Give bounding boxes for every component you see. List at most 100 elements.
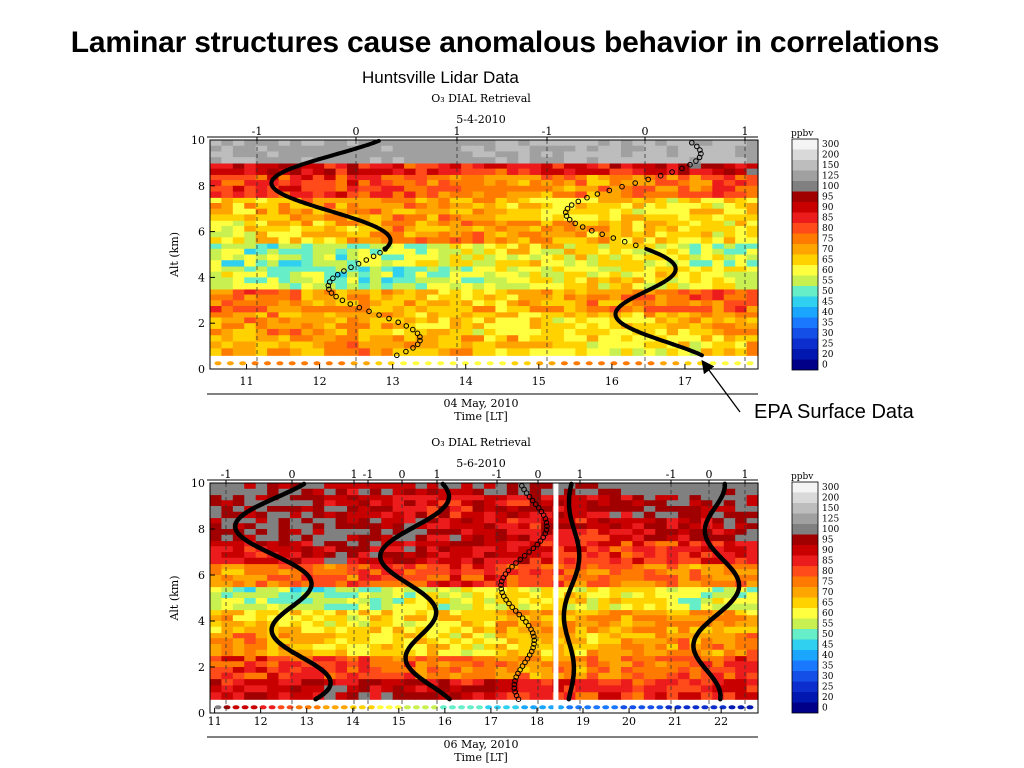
heatmap-cell <box>289 277 302 284</box>
heatmap-cell <box>689 243 702 250</box>
heatmap-cell <box>484 180 497 187</box>
heatmap-cell <box>552 540 565 547</box>
heatmap-cell <box>689 168 702 175</box>
heatmap-cell <box>369 162 382 170</box>
heatmap-cell <box>415 162 428 170</box>
heatmap-cell <box>746 575 759 582</box>
heatmap-cell <box>472 483 485 490</box>
heatmap-cell <box>495 569 508 576</box>
heatmap-cell <box>666 592 679 599</box>
heatmap-cell <box>267 685 280 693</box>
heatmap-cell <box>324 294 337 301</box>
heatmap-cell <box>563 569 576 576</box>
heatmap-cell <box>609 523 622 530</box>
heatmap-cell <box>484 271 497 279</box>
heatmap-cell <box>335 638 348 645</box>
heatmap-cell <box>369 220 382 227</box>
heatmap-cell <box>301 248 314 256</box>
heatmap-cell <box>712 506 725 513</box>
heatmap-cell <box>586 506 599 513</box>
heatmap-cell <box>655 649 668 657</box>
heatmap-cell <box>575 546 588 553</box>
plot-frame <box>209 482 759 714</box>
heatmap-cell <box>472 300 485 307</box>
heatmap-cell <box>632 248 645 256</box>
heatmap-cell <box>232 225 245 233</box>
heatmap-cell <box>255 225 268 233</box>
heatmap-cell <box>244 638 257 645</box>
heatmap-cell <box>358 157 371 164</box>
heatmap-cell <box>381 220 394 227</box>
heatmap-cell <box>495 208 508 216</box>
heatmap-cell <box>324 534 337 542</box>
heatmap-cell <box>438 586 451 593</box>
heatmap-cell <box>278 494 291 501</box>
heatmap-cells <box>210 483 759 700</box>
heatmap-cell <box>666 191 679 198</box>
heatmap-cell <box>666 552 679 559</box>
heatmap-cell <box>301 288 314 296</box>
profile-dot <box>511 681 518 688</box>
heatmap-cell <box>666 649 679 657</box>
surface-point <box>548 705 556 710</box>
heatmap-cell <box>541 615 554 622</box>
heatmap-cell <box>438 140 451 147</box>
heatmap-cell <box>541 546 554 553</box>
heatmap-cell <box>666 208 679 216</box>
heatmap-cell <box>404 626 417 634</box>
heatmap-cell <box>221 546 234 553</box>
heatmap-cell <box>267 678 280 686</box>
profile-dot <box>679 165 685 172</box>
heatmap-cell <box>335 208 348 216</box>
surface-point <box>403 705 411 710</box>
surface-point <box>214 705 222 710</box>
heatmap-cell <box>461 540 474 547</box>
heatmap-cell <box>563 162 576 170</box>
heatmap-cell <box>415 323 428 330</box>
heatmap-cell <box>324 615 337 622</box>
heatmap-cell <box>541 661 554 668</box>
heatmap-cell <box>552 271 565 279</box>
heatmap-cell <box>655 202 668 210</box>
x-tick-label: 17 <box>484 715 498 728</box>
heatmap-cell <box>621 283 634 290</box>
surface-point <box>511 361 519 366</box>
heatmap-cell <box>552 168 565 175</box>
heatmap-cell <box>621 632 634 639</box>
heatmap-cell <box>678 283 691 290</box>
heatmap-cell <box>392 552 405 559</box>
heatmap-cell <box>598 294 611 301</box>
heatmap-cell <box>723 237 736 244</box>
heatmap-cell <box>267 692 280 700</box>
heatmap-cell <box>598 517 611 524</box>
heatmap-cell <box>472 145 485 153</box>
heatmap-cell <box>392 546 405 553</box>
heatmap-cell <box>598 328 611 336</box>
heatmap-cell <box>255 323 268 330</box>
heatmap-cell <box>723 621 736 628</box>
heatmap-cell <box>210 529 223 536</box>
heatmap-cell <box>255 197 268 204</box>
heatmap-cell <box>621 197 634 204</box>
heatmap-cell <box>221 615 234 622</box>
heatmap-cell <box>267 151 280 158</box>
heatmap-cell <box>324 214 337 221</box>
heatmap-cell <box>632 552 645 559</box>
heatmap-cell <box>335 300 348 307</box>
heatmap-cell <box>438 311 451 319</box>
heatmap-cell <box>244 168 257 175</box>
heatmap-cell <box>575 667 588 674</box>
heatmap-cell <box>381 506 394 513</box>
heatmap-cell <box>700 254 713 261</box>
heatmap-cell <box>392 341 405 349</box>
heatmap-cell <box>689 529 702 536</box>
heatmap-cell <box>404 288 417 296</box>
heatmap-cell <box>358 615 371 622</box>
plot-frame <box>209 139 759 370</box>
heatmap-cell <box>621 483 634 490</box>
heatmap-cell <box>575 260 588 267</box>
heatmap-cell <box>586 231 599 238</box>
heatmap-cell <box>506 626 519 634</box>
heatmap-cell <box>392 483 405 490</box>
heatmap-cell <box>312 586 325 593</box>
